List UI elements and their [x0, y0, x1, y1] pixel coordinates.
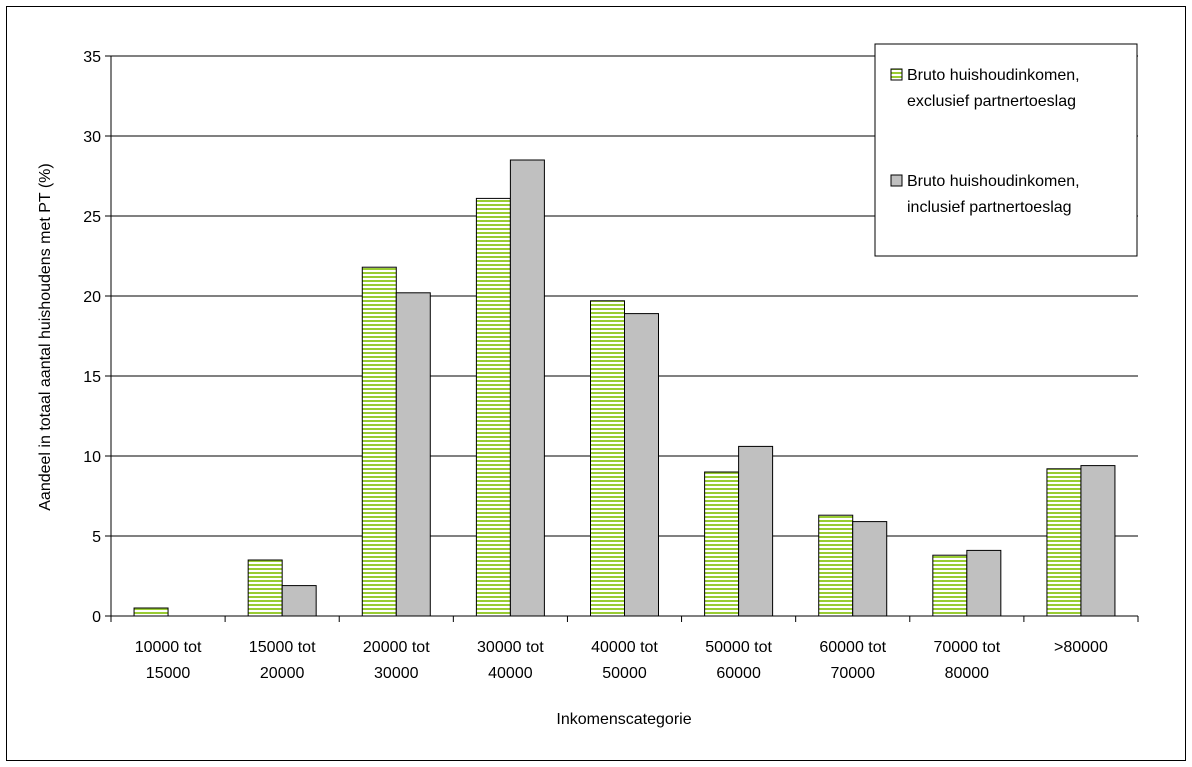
x-tick-label-line: 30000	[374, 665, 419, 682]
bar-exclusief-4	[590, 300, 625, 617]
bar-inclusief-8	[1080, 465, 1116, 617]
x-tick-label-line: 30000 tot	[477, 639, 544, 656]
x-tick-label-line: 80000	[945, 665, 990, 682]
x-tick-label-line: 50000 tot	[705, 639, 772, 656]
legend-label-line: Bruto huishoudinkomen,	[907, 67, 1080, 84]
bar-inclusief-1	[281, 585, 317, 617]
x-tick-label-line: 20000	[260, 665, 305, 682]
y-tick-label: 35	[83, 49, 101, 66]
bar-exclusief-5	[704, 471, 740, 617]
x-tick-label-line: >80000	[1054, 639, 1108, 656]
bar-inclusief-2	[395, 292, 431, 617]
x-tick-labels: 10000 tot 15000 15000 tot 20000 20000 tot 300…	[135, 639, 1108, 682]
legend-label-line: Bruto huishoudinkomen,	[907, 173, 1080, 190]
axes	[110, 56, 1139, 622]
x-tick-label-line: 70000 tot	[933, 639, 1000, 656]
legend-label-exclusief: Bruto huishoudinkomen, exclusief partnert…	[907, 67, 1080, 110]
x-tick-label-line: 15000	[146, 665, 191, 682]
bar-exclusief-6	[818, 514, 854, 617]
y-tick-label: 25	[83, 209, 101, 226]
bar-inclusief-4	[624, 313, 659, 617]
legend-label-inclusief: Bruto huishoudinkomen, inclusief partnert…	[907, 173, 1080, 216]
x-tick-label-line: 40000 tot	[591, 639, 658, 656]
x-tick-label: >80000	[1054, 639, 1108, 656]
x-tick-label: 15000 tot 20000	[249, 639, 316, 682]
y-tick-labels: 0 5 10 15 20 25 30 35	[83, 49, 101, 626]
x-tick-label: 10000 tot 15000	[135, 639, 202, 682]
legend-swatch-inclusief	[890, 174, 903, 187]
bar-exclusief-1	[247, 559, 283, 617]
y-tick-label: 10	[83, 449, 101, 466]
x-tick-label: 40000 tot 50000	[591, 639, 658, 682]
legend-label-line: exclusief partnertoeslag	[907, 93, 1076, 110]
x-tick-label-line: 60000	[716, 665, 761, 682]
bar-exclusief-3	[475, 197, 511, 617]
bar-inclusief-6	[852, 521, 888, 617]
bars	[133, 159, 1116, 617]
y-tick-label: 20	[83, 289, 101, 306]
x-tick-label: 70000 tot 80000	[933, 639, 1000, 682]
x-tick-label-line: 60000 tot	[819, 639, 886, 656]
bar-inclusief-7	[966, 549, 1002, 617]
bar-exclusief-8	[1046, 468, 1082, 617]
y-tick-label: 0	[92, 609, 101, 626]
x-tick-label-line: 15000 tot	[249, 639, 316, 656]
bar-exclusief-0	[133, 607, 169, 617]
y-tick-label: 15	[83, 369, 101, 386]
x-tick-label: 30000 tot 40000	[477, 639, 544, 682]
x-tick-label: 50000 tot 60000	[705, 639, 772, 682]
bar-inclusief-5	[738, 445, 774, 617]
y-tick-label: 5	[92, 529, 101, 546]
bar-exclusief-7	[932, 554, 968, 617]
legend-swatch-exclusief	[890, 68, 903, 81]
bar-exclusief-2	[361, 266, 397, 617]
x-tick-label-line: 50000	[602, 665, 647, 682]
x-tick-label: 60000 tot 70000	[819, 639, 886, 682]
x-tick-label-line: 70000	[830, 665, 875, 682]
bar-inclusief-3	[509, 159, 545, 617]
x-tick-label-line: 20000 tot	[363, 639, 430, 656]
y-axis-title: Aandeel in totaal aantal huishoudens met…	[37, 163, 54, 510]
legend-label-line: inclusief partnertoeslag	[907, 199, 1072, 216]
legend-box	[874, 43, 1138, 257]
x-axis-title: Inkomenscategorie	[556, 711, 691, 728]
legend: Bruto huishoudinkomen, exclusief partnert…	[874, 43, 1138, 257]
x-tick-label-line: 10000 tot	[135, 639, 202, 656]
y-tick-label: 30	[83, 129, 101, 146]
x-tick-label: 20000 tot 30000	[363, 639, 430, 682]
x-tick-label-line: 40000	[488, 665, 533, 682]
